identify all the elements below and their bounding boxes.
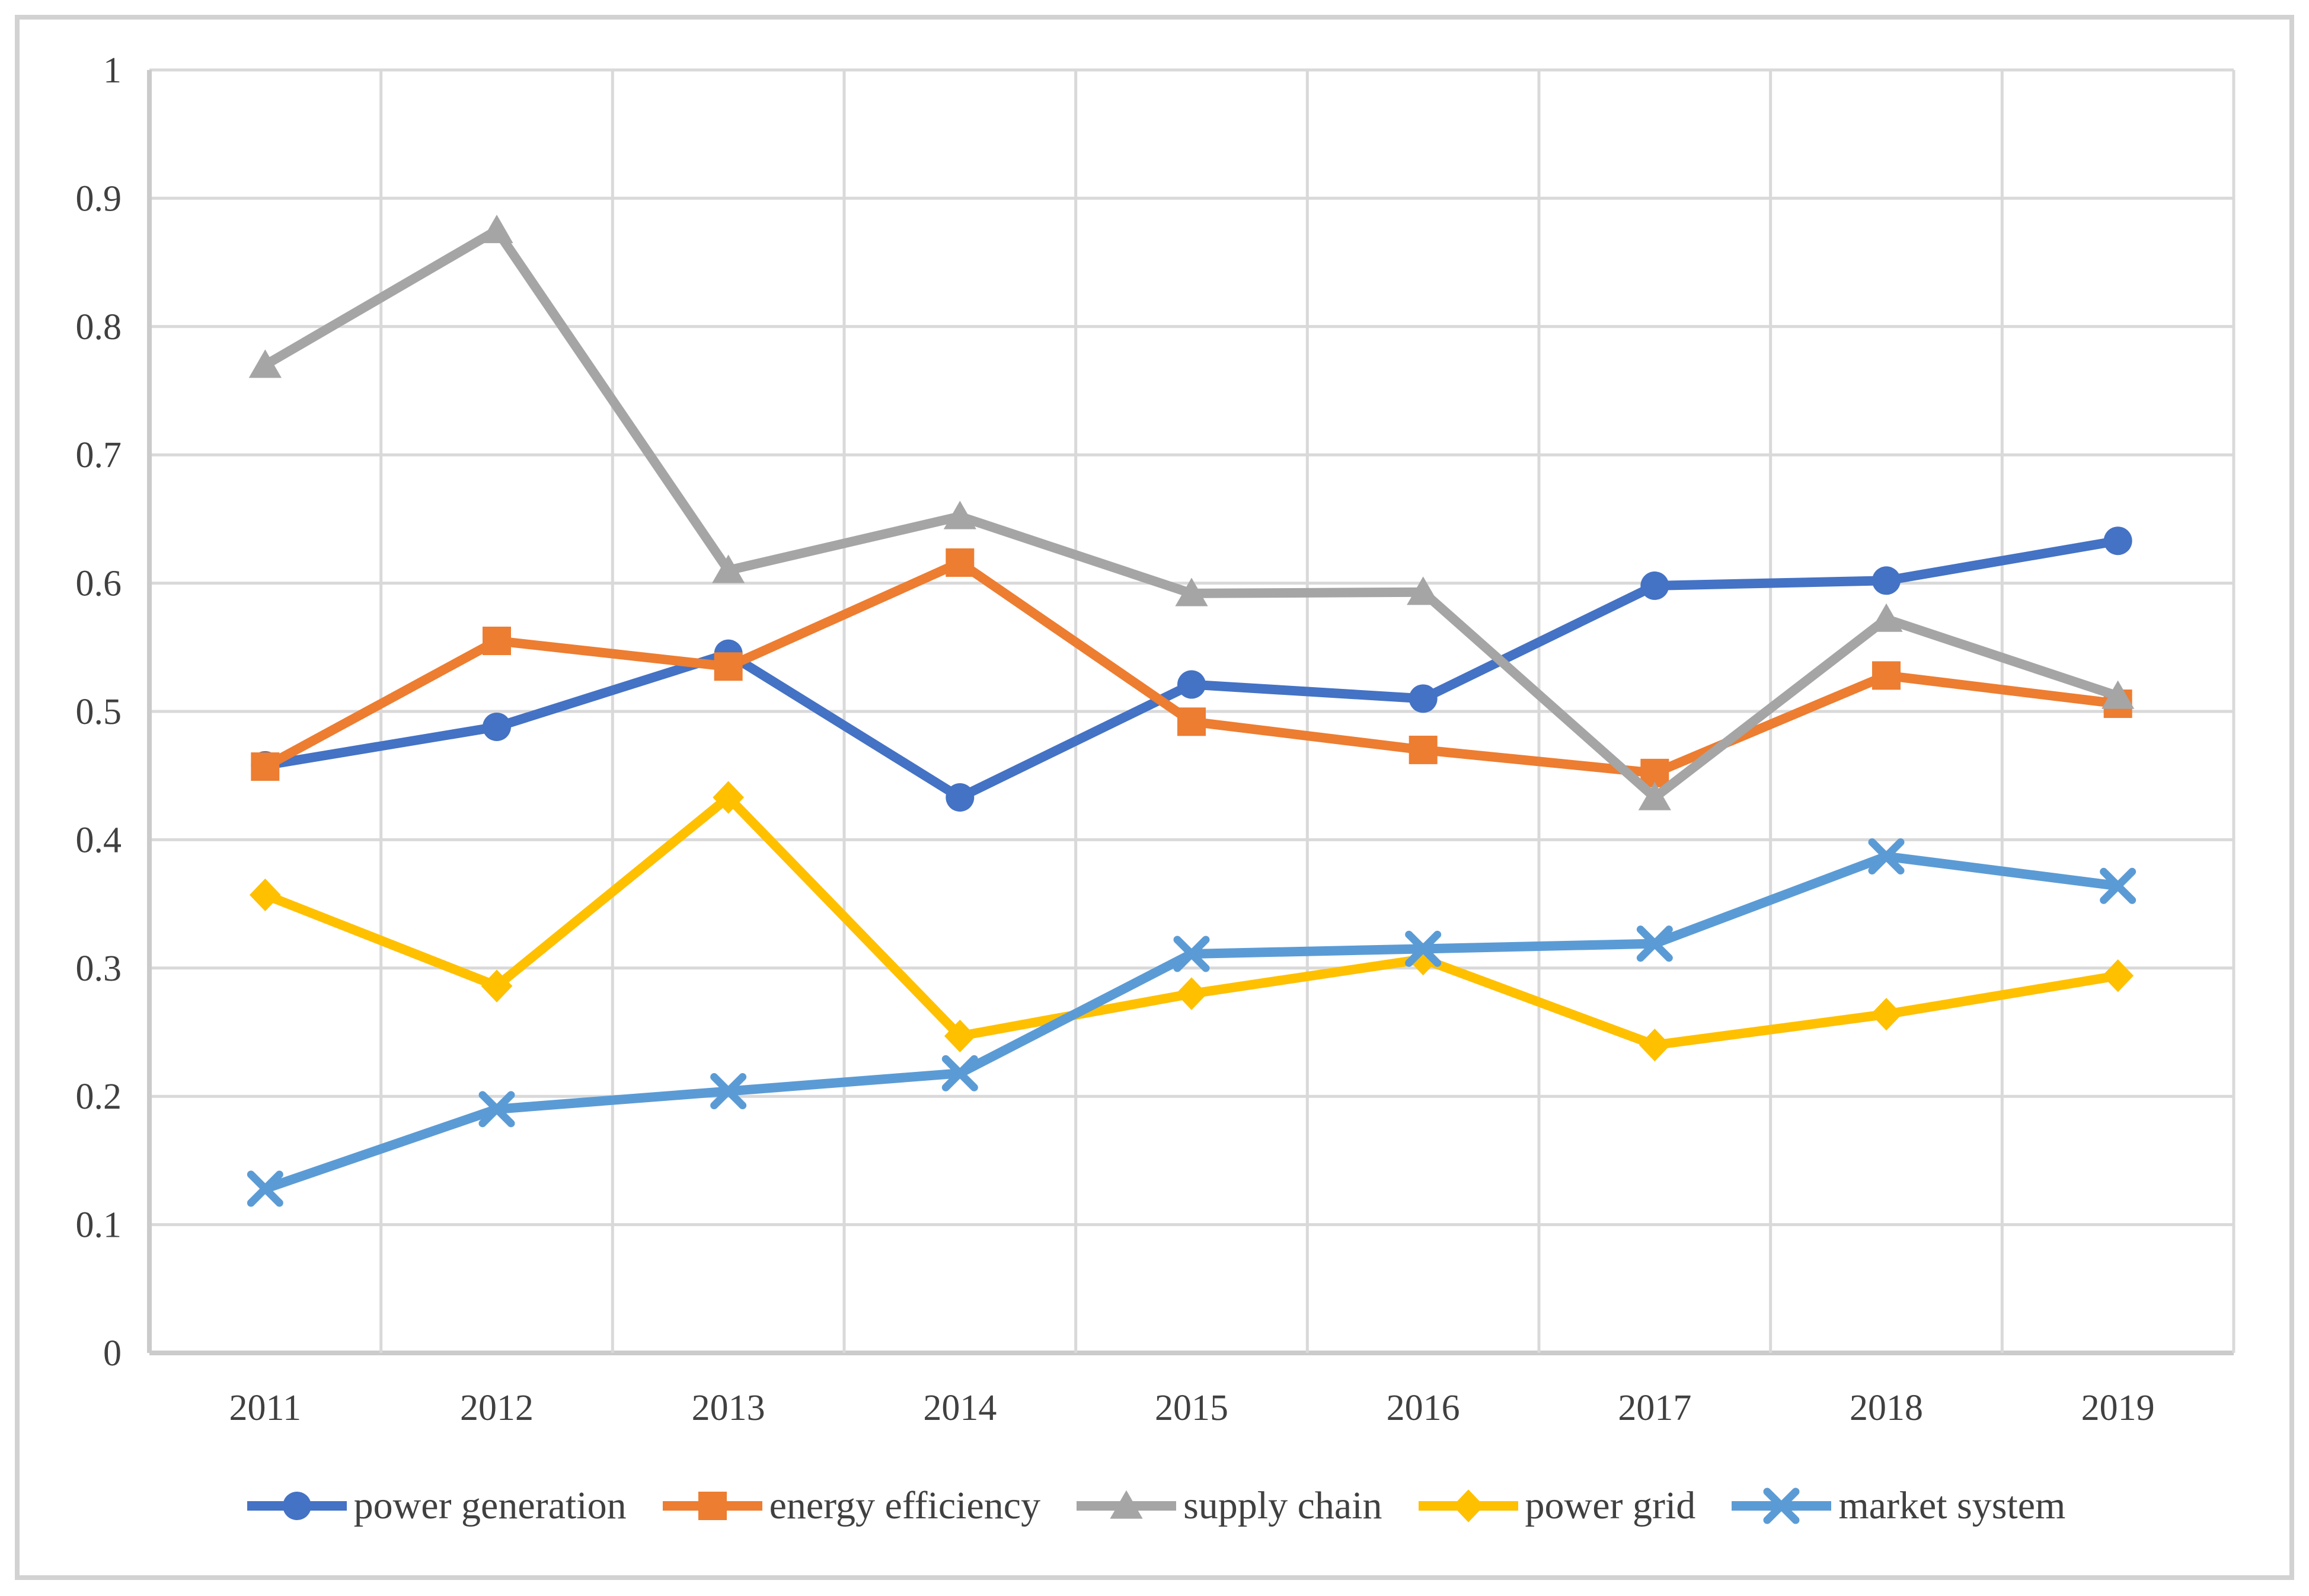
circle-marker [2103,526,2132,556]
legend-circle-icon [247,1492,347,1520]
legend-item-power-grid: power grid [1415,1484,1696,1527]
legend-x-icon [1732,1488,1832,1524]
diamond-marker [1639,1029,1671,1062]
square-marker [1409,735,1438,764]
y-tick-label: 0 [103,1333,122,1374]
chart-legend: power generation energy efficiency supply … [0,1485,2309,1527]
circle-marker [483,712,511,741]
triangle-marker [1407,576,1440,605]
x-marker [1868,838,1905,875]
square-marker [698,1492,727,1520]
circle-marker [946,783,975,812]
square-marker [1177,707,1206,736]
series-power-generation [251,526,2132,812]
square-marker [714,652,743,681]
diamond-marker [1176,977,1208,1010]
square-marker [946,548,975,577]
x-marker [1636,925,1673,962]
y-tick-label: 0.6 [76,564,122,604]
chart-frame [15,15,2294,1580]
diamond-marker [481,969,513,1003]
diamond-marker [1452,1489,1484,1522]
legend-item-supply-chain: supply chain [1073,1485,1382,1527]
x-tick-label: 2013 [692,1388,765,1428]
circle-marker [1409,684,1438,713]
x-tick-label: 2019 [2081,1388,2155,1428]
triangle-marker [480,215,513,244]
y-tick-label: 0.7 [76,435,122,475]
x-tick-label: 2015 [1155,1388,1228,1428]
x-tick-label: 2014 [923,1388,997,1428]
x-tick-label: 2017 [1618,1388,1691,1428]
legend-label: supply chain [1183,1484,1382,1527]
x-tick-label: 2012 [460,1388,534,1428]
series-power-grid [249,781,2134,1062]
x-marker [2100,867,2136,904]
y-tick-label: 0.8 [76,307,122,347]
legend-label: energy efficiency [769,1484,1041,1527]
y-tick-label: 0.1 [76,1205,122,1246]
diamond-marker [1870,998,1902,1031]
legend-square-icon [662,1492,762,1520]
circle-marker [1640,571,1669,600]
triangle-marker [1175,577,1208,607]
diamond-marker [713,781,745,814]
triangle-marker [248,349,282,378]
x-marker [1763,1488,1800,1524]
y-tick-label: 0.9 [76,178,122,219]
legend-item-market-system: market system [1728,1485,2065,1527]
legend-label: power generation [353,1484,627,1527]
diamond-marker [944,1019,976,1053]
diamond-marker [249,878,281,912]
y-tick-label: 0.4 [76,820,122,860]
y-tick-label: 1 [103,50,122,91]
triangle-marker [2102,680,2135,709]
x-tick-label: 2016 [1387,1388,1460,1428]
square-marker [1872,661,1901,690]
circle-marker [1872,566,1901,595]
triangle-marker [1110,1490,1143,1519]
triangle-marker [1638,781,1671,810]
triangle-marker [1870,603,1903,632]
x-marker [247,1170,283,1207]
legend-item-energy-efficiency: energy efficiency [659,1484,1041,1527]
square-marker [251,752,280,781]
circle-marker [282,1492,311,1520]
x-marker [1173,936,1210,972]
legend-triangle-icon [1077,1490,1177,1519]
x-marker [1405,930,1442,967]
circle-marker [1177,670,1206,699]
y-tick-label: 0.5 [76,692,122,732]
series-market-system [247,838,2136,1207]
x-marker [710,1073,747,1110]
legend-item-power-generation: power generation [244,1485,627,1527]
x-marker [478,1091,515,1128]
x-marker [941,1055,978,1091]
square-marker [483,626,511,655]
series-supply-chain [248,215,2135,810]
y-tick-label: 0.2 [76,1077,122,1117]
x-tick-label: 2018 [1850,1388,1923,1428]
legend-diamond-icon [1418,1489,1518,1522]
legend-label: market system [1838,1484,2066,1527]
triangle-marker [712,554,745,583]
y-tick-label: 0.3 [76,949,122,989]
legend-label: power grid [1525,1484,1696,1527]
x-tick-label: 2011 [229,1388,301,1428]
triangle-marker [943,500,976,529]
diamond-marker [2102,959,2134,992]
